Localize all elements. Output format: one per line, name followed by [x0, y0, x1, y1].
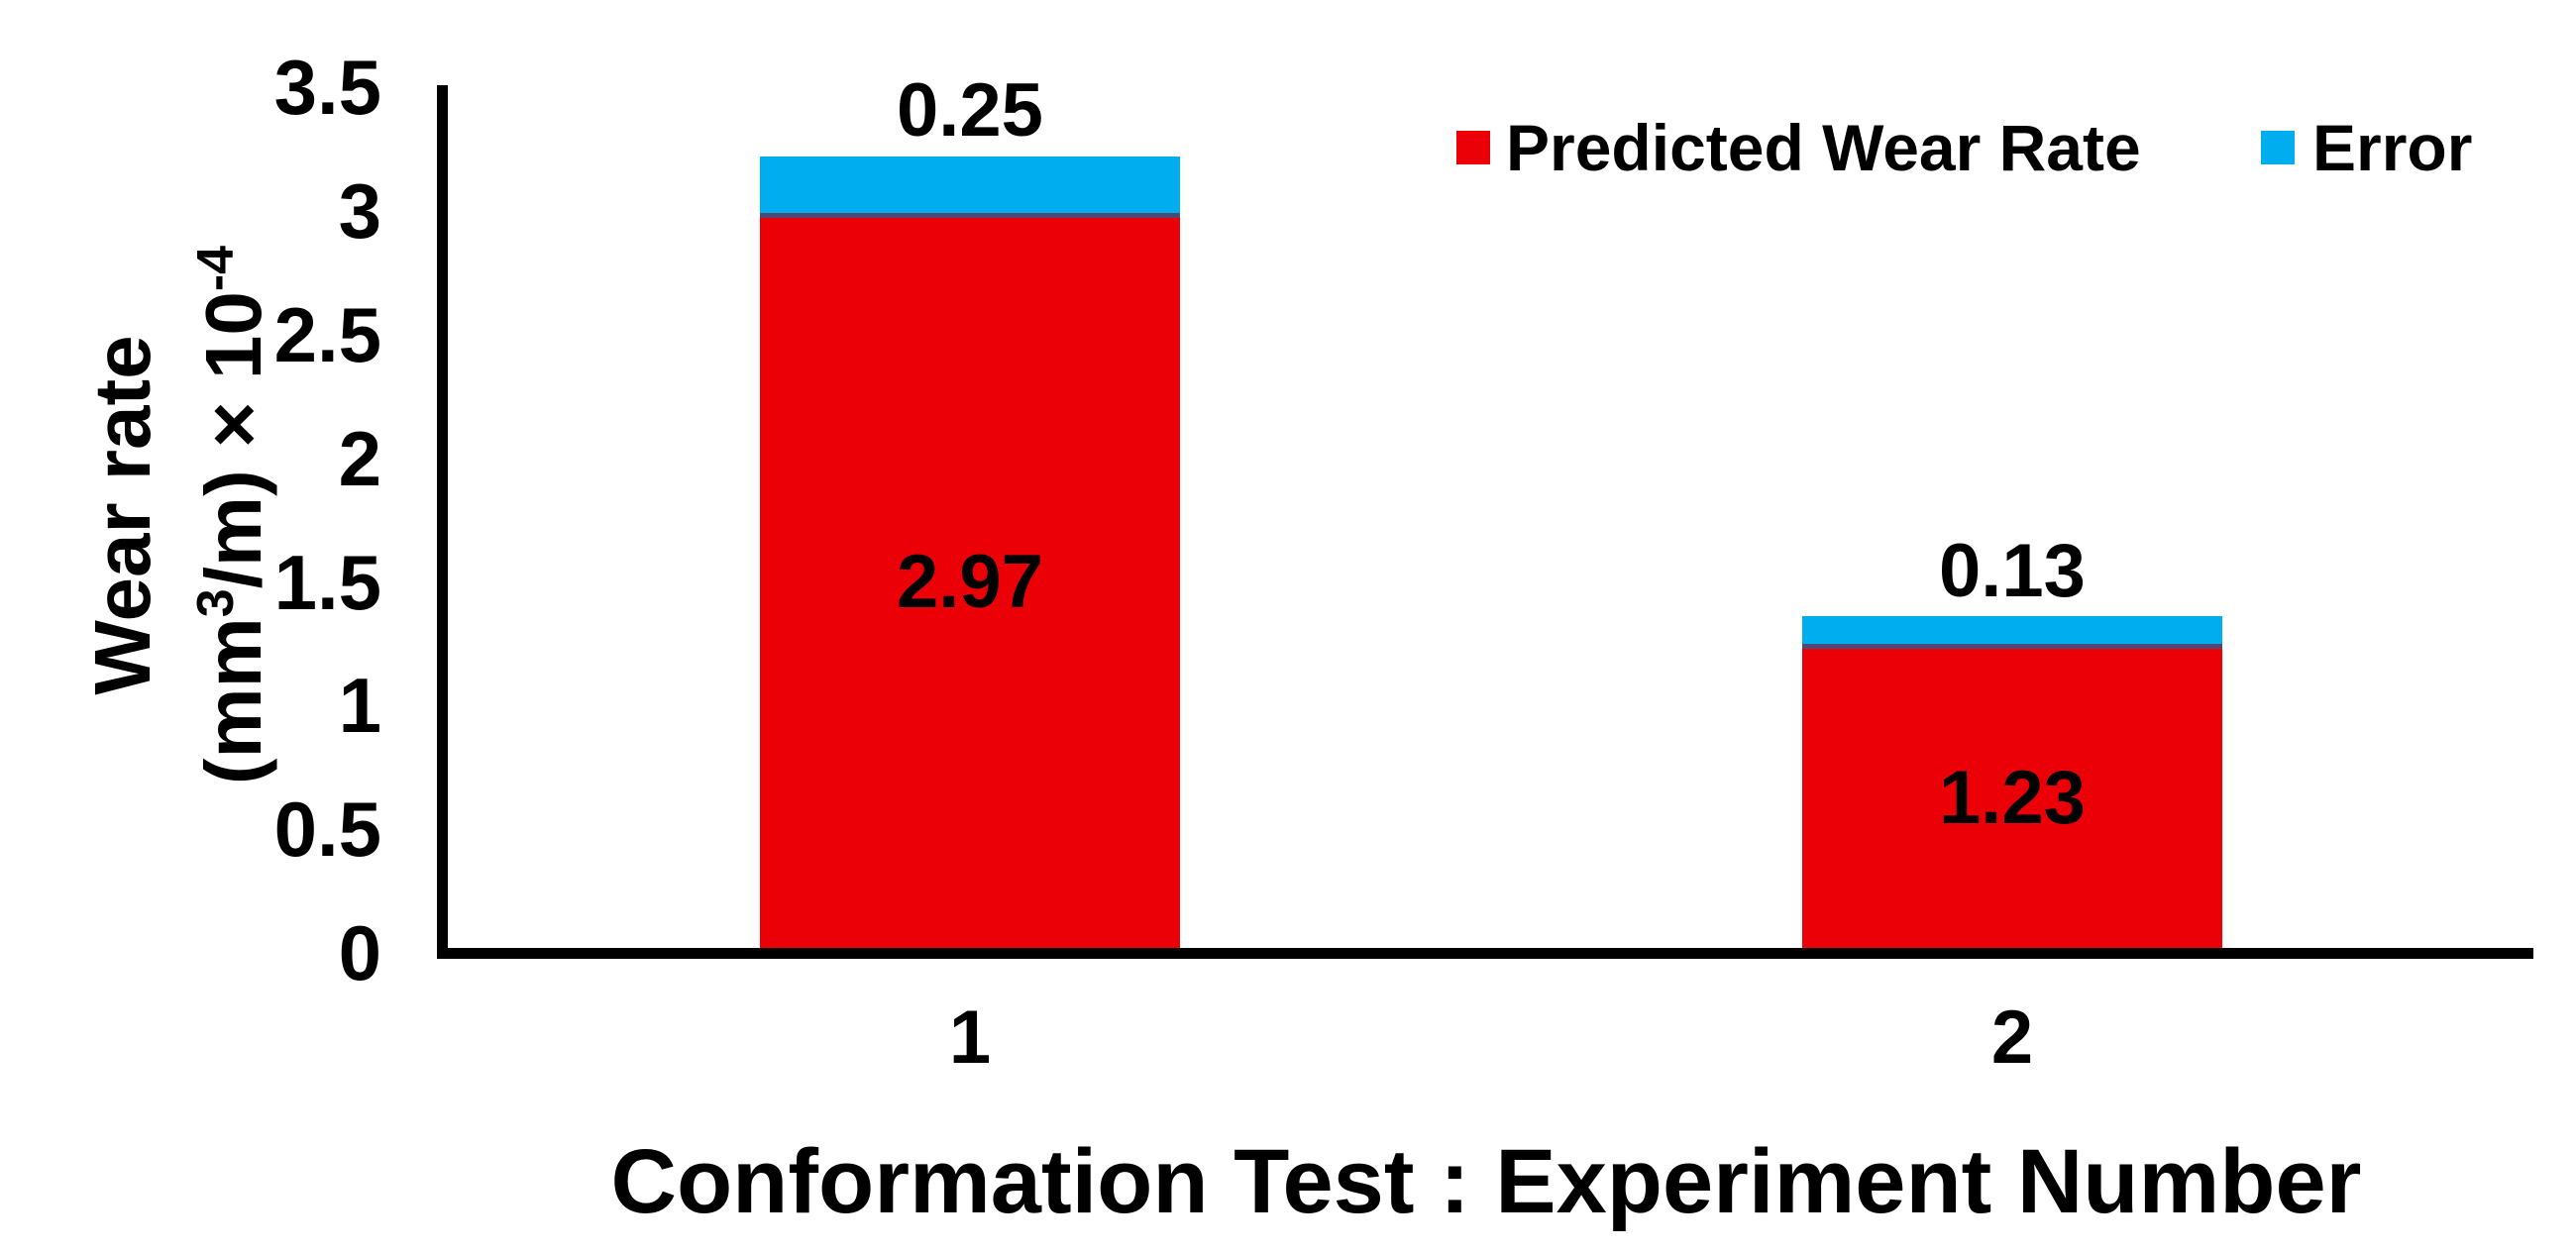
y-tick-label: 2	[338, 415, 381, 502]
bar-2-predicted-segment	[1802, 649, 2222, 948]
superscript-minus-4: -4	[187, 245, 246, 292]
legend-swatch-predicted	[1456, 131, 1490, 164]
x-tick-label-2: 2	[1990, 995, 2034, 1080]
bar-2-error-segment	[1802, 616, 2222, 649]
bar-1-predicted-value-label: 2.97	[897, 540, 1043, 624]
y-tick-label: 3.5	[273, 44, 381, 131]
bar-2-error-value-label: 0.13	[1939, 529, 2086, 613]
bar-1-error-segment	[760, 157, 1180, 218]
legend-swatch-error	[2261, 131, 2295, 164]
y-tick-label: 0.5	[273, 785, 381, 873]
y-tick-label: 3	[338, 167, 381, 255]
y-tick-label: 1	[338, 662, 381, 749]
x-axis-title: Conformation Test : Experiment Number	[610, 1131, 2362, 1232]
bar-2-predicted-value-label: 1.23	[1939, 756, 2086, 840]
legend-label-predicted: Predicted Wear Rate	[1506, 111, 2141, 184]
y-axis-line	[437, 85, 448, 959]
y-axis-title-line1: Wear rate	[78, 335, 167, 695]
legend-label-error: Error	[2312, 111, 2473, 184]
y-tick-label: 0	[338, 909, 381, 996]
x-axis-line	[437, 948, 2533, 959]
y-tick-label: 1.5	[273, 539, 381, 626]
y-tick-label: 2.5	[273, 291, 381, 378]
bar-1-error-value-label: 0.25	[897, 68, 1043, 153]
bar-1-predicted-segment	[760, 218, 1180, 948]
legend-item-predicted: Predicted Wear Rate	[1456, 115, 2141, 180]
x-tick-label-1: 1	[948, 995, 992, 1080]
legend-item-error: Error	[2261, 115, 2472, 180]
